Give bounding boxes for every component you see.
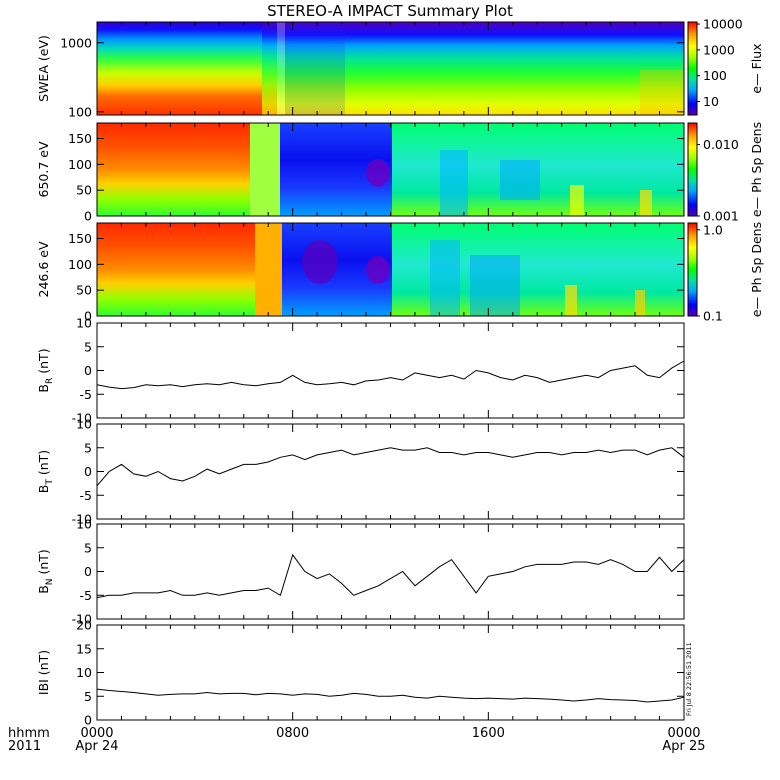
BR-ytick-label: -10 [72,411,92,426]
pad246-streak-2 [470,255,520,316]
BT-ytick-label: -10 [72,512,92,527]
BR-ytick-label: 10 [76,316,92,331]
Bmag-ytick-label: 15 [76,641,92,656]
pad246-ytick-label: 0 [84,309,92,324]
BN-ytick-label: 0 [84,564,92,579]
pad650-ylabel: 650.7 eV [36,141,51,197]
BN-ytick-label: 5 [84,540,92,555]
x-axis-corner-line-2: 2011 [8,739,41,754]
swea-cbar-tick-label: 1000 [703,42,735,57]
pad650-ramp-region [250,123,282,216]
pad650-cbar-label: e— Ph Sp Dens [749,122,764,217]
timestamp-label: Fri Jul 8 22:56:51 2011 [685,642,693,716]
BR-trace [96,360,685,390]
pad246-min-blob-2 [366,256,390,284]
swea-pre-region [97,22,277,115]
BR-ytick-label: 0 [84,363,92,378]
pad246-ytick-label: 50 [76,283,92,298]
BT-ytick-label: 5 [84,440,92,455]
pad650-streak-2 [500,160,540,200]
pad650-streak-3 [570,185,584,216]
Bmag-ytick-label: 5 [84,689,92,704]
BT-ytick-label: 10 [76,417,92,432]
Bmag-ytick-label: 0 [84,713,92,728]
swea-post-region [285,22,684,115]
pad246-pre-region [97,223,262,316]
swea-end-region [640,70,684,115]
pad650-streak-4 [640,190,652,216]
pad650-ytick-label: 150 [68,131,92,146]
pad246-ramp-region [255,223,283,316]
BR-ylabel: BR (nT) [36,348,55,392]
x-tick-label: 0000 [80,726,113,741]
pad650-ytick-label: 100 [68,157,92,172]
x-tick-label: Apr 25 [662,739,705,754]
BN-ytick-label: -5 [80,588,92,603]
pad246-min-blob-1 [302,240,338,284]
pad246-streak-3 [565,285,577,316]
swea-colorbar [687,21,698,116]
swea-ytick-label: 100 [68,104,92,119]
pad246-ylabel: 246.6 eV [36,241,51,297]
swea-postdip-region [285,22,345,115]
plot-title: STEREO-A IMPACT Summary Plot [267,2,513,20]
pad650-cbar-tick-label: 0.001 [703,209,739,224]
pad246-spectrogram [97,223,684,316]
pad650-cbar-tick-label: 0.010 [703,137,739,152]
swea-cbar-label: e— Flux [749,43,764,93]
pad650-ytick-label: 0 [84,209,92,224]
BN-ylabel: BN (nT) [36,549,55,594]
BR-ytick-label: 5 [84,339,92,354]
swea-spectrogram [97,22,684,115]
BN-trace [96,553,685,599]
x-axis-corner-line-1: hhmm [8,726,50,741]
swea-cbar-tick-label: 10000 [703,17,743,32]
BR-ytick-label: -5 [80,387,92,402]
pad246-streak-1 [430,240,460,316]
pad246-cbar-tick-label: 1.0 [703,222,723,237]
BN-ytick-label: 10 [76,517,92,532]
Bmag-ytick-label: 10 [76,665,92,680]
BT-ytick-label: 0 [84,464,92,479]
BR-frame [96,322,685,419]
BT-trace [96,447,685,487]
pad650-colorbar [687,122,698,217]
Bmag-trace [96,688,685,703]
x-tick-label: 1600 [472,726,505,741]
pad650-spectrogram [97,123,684,216]
pad246-cbar-label: e— Ph Sp Dens [749,222,764,317]
swea-ylabel: SWEA (eV) [36,35,51,102]
BT-frame [96,423,685,520]
x-axis-corner-label: hhmm 2011 [8,726,50,754]
pad246-ytick-label: 150 [68,231,92,246]
Bmag-frame [96,624,685,721]
swea-cbar-tick-label: 10 [703,94,719,109]
x-tick-label: Apr 24 [75,739,118,754]
pad246-colorbar [687,222,698,317]
swea-cbar-tick-label: 100 [703,68,727,83]
x-tick-label: 0800 [276,726,309,741]
pad650-min-blob [366,159,390,187]
BN-frame [96,523,685,620]
BT-ylabel: BT (nT) [36,450,55,493]
pad650-ytick-label: 50 [76,183,92,198]
swea-ytick-label: 1000 [60,35,92,50]
x-tick-label: 0000 [667,726,700,741]
Bmag-ylabel: IBI (nT) [36,650,51,695]
pad650-streak-1 [440,150,468,216]
pad246-cbar-tick-label: 0.1 [703,309,723,324]
Bmag-ytick-label: 20 [76,618,92,633]
pad246-streak-4 [635,290,645,316]
pad246-ytick-label: 100 [68,257,92,272]
pad650-pre-region [97,123,257,216]
BT-ytick-label: -5 [80,488,92,503]
BN-ytick-label: -10 [72,612,92,627]
